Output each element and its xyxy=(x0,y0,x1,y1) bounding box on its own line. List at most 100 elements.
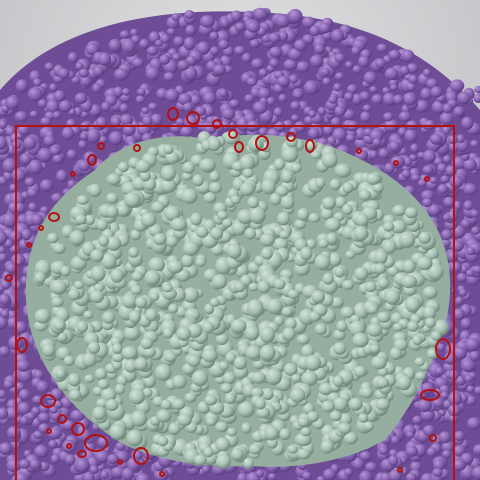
purple-granule xyxy=(452,459,467,471)
purple-granule xyxy=(142,115,153,127)
green-granule xyxy=(363,421,375,432)
purple-granule xyxy=(289,74,299,84)
green-granule xyxy=(176,326,192,341)
green-granule xyxy=(283,362,298,376)
purple-granule xyxy=(19,416,29,425)
purple-granule xyxy=(323,468,336,480)
purple-granule xyxy=(360,91,371,102)
purple-granule xyxy=(420,87,433,101)
purple-granule xyxy=(49,146,61,156)
purple-granule xyxy=(398,111,412,122)
purple-granule xyxy=(79,133,88,141)
green-granule xyxy=(160,178,177,193)
purple-granule xyxy=(150,113,163,126)
purple-granule xyxy=(185,24,197,36)
purple-granule xyxy=(344,61,354,69)
green-granule xyxy=(314,254,331,271)
green-granule xyxy=(225,392,236,405)
purple-granule xyxy=(249,38,261,49)
purple-granule xyxy=(430,86,443,98)
purple-granule xyxy=(83,471,95,480)
green-granule xyxy=(423,305,437,321)
green-granule xyxy=(353,225,369,242)
purple-granule xyxy=(330,117,342,127)
green-granule xyxy=(333,396,348,412)
green-granule xyxy=(269,193,282,206)
green-granule xyxy=(98,235,109,247)
outlined-granule xyxy=(71,422,85,436)
purple-granule xyxy=(334,72,345,81)
purple-granule xyxy=(401,49,415,63)
outlined-granule xyxy=(424,176,430,182)
purple-granule xyxy=(358,55,370,68)
purple-granule xyxy=(228,99,241,109)
purple-granule xyxy=(53,90,66,102)
purple-granule xyxy=(376,43,388,53)
purple-granule xyxy=(210,46,220,56)
green-granule xyxy=(327,252,342,267)
purple-granule xyxy=(78,160,91,172)
purple-granule xyxy=(237,472,248,480)
green-granule xyxy=(96,218,108,231)
green-granule xyxy=(209,297,220,307)
green-granule xyxy=(106,192,119,204)
green-granule xyxy=(203,446,214,458)
purple-granule xyxy=(466,246,475,256)
green-granule xyxy=(364,281,377,293)
green-granule xyxy=(297,448,311,460)
green-granule xyxy=(148,257,165,273)
green-granule xyxy=(168,303,179,314)
green-granule xyxy=(182,241,199,256)
purple-granule xyxy=(347,84,358,94)
purple-granule xyxy=(369,129,384,143)
green-granule xyxy=(93,283,105,293)
purple-granule xyxy=(441,441,454,453)
green-granule xyxy=(124,359,138,373)
green-granule xyxy=(116,204,130,217)
green-granule xyxy=(111,352,124,363)
green-granule xyxy=(262,387,274,401)
purple-granule xyxy=(296,61,310,73)
green-granule xyxy=(333,375,344,387)
green-granule xyxy=(90,249,104,263)
green-granule xyxy=(340,306,356,319)
green-granule xyxy=(75,214,87,225)
purple-granule xyxy=(447,210,458,221)
green-granule xyxy=(301,344,315,359)
green-granule xyxy=(165,151,180,165)
purple-granule xyxy=(139,38,150,50)
purple-granule xyxy=(423,425,436,437)
green-granule xyxy=(374,249,388,265)
green-granule xyxy=(404,207,418,219)
purple-granule xyxy=(382,87,391,95)
green-granule xyxy=(106,173,121,186)
green-granule xyxy=(216,210,229,220)
green-granule xyxy=(206,417,217,427)
green-granule xyxy=(422,286,438,299)
green-granule xyxy=(246,299,264,318)
purple-granule xyxy=(159,54,171,65)
green-granule xyxy=(272,237,289,251)
green-granule xyxy=(233,356,247,370)
purple-granule xyxy=(406,431,415,439)
purple-granule xyxy=(212,64,227,76)
purple-granule xyxy=(417,399,432,413)
purple-granule xyxy=(111,466,126,479)
green-granule xyxy=(34,271,46,284)
purple-granule xyxy=(398,127,407,137)
purple-granule xyxy=(449,240,464,252)
purple-granule xyxy=(257,87,271,100)
purple-granule xyxy=(268,32,281,44)
green-granule xyxy=(376,311,391,323)
outlined-granule xyxy=(234,141,244,153)
green-granule xyxy=(209,170,220,182)
outlined-granule xyxy=(397,467,403,473)
green-granule xyxy=(318,238,329,249)
purple-granule xyxy=(78,140,87,150)
green-granule xyxy=(248,282,259,292)
purple-granule xyxy=(405,472,417,480)
purple-granule xyxy=(28,159,43,175)
green-granule xyxy=(280,194,295,210)
green-granule xyxy=(117,375,128,387)
green-granule xyxy=(172,398,186,410)
